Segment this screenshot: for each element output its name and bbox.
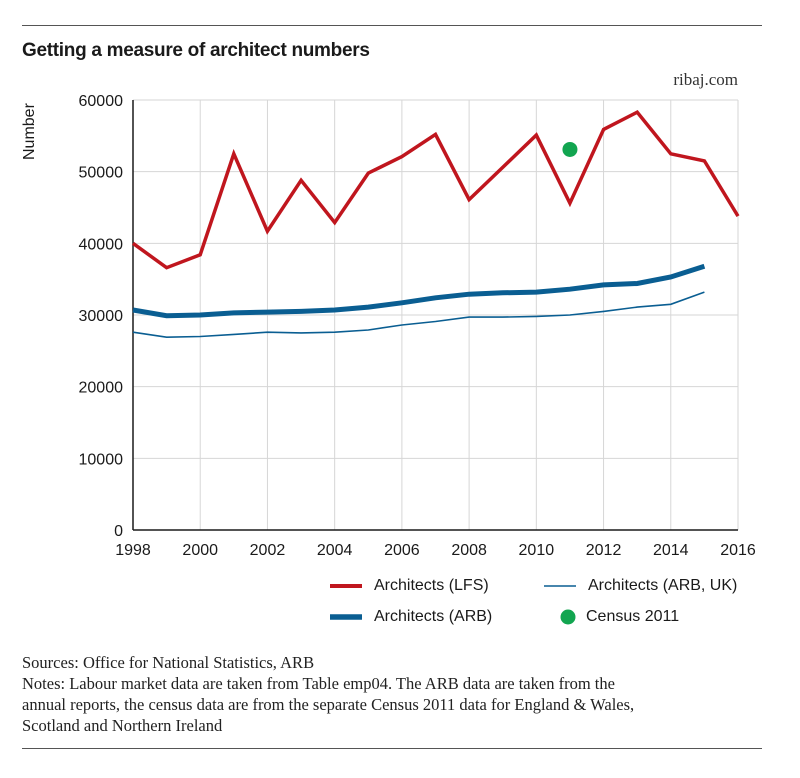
x-tick-label: 2004 (317, 542, 353, 559)
legend-label-arb: Architects (ARB) (374, 608, 493, 625)
y-tick-label: 50000 (79, 165, 124, 182)
notes-text-line3: Scotland and Northern Ireland (22, 716, 223, 735)
x-tick-label: 2000 (182, 542, 218, 559)
line-chart: 0 10000 20000 30000 40000 50000 60000 1998 2000… (79, 93, 756, 559)
x-tick-label: 2006 (384, 542, 420, 559)
top-rule (22, 25, 762, 26)
bottom-rule (22, 748, 762, 749)
x-tick-label: 1998 (115, 542, 151, 559)
y-tick-label: 10000 (79, 451, 124, 468)
series-line-architects-arb-uk (132, 291, 705, 339)
series-lines (131, 109, 740, 339)
y-tick-label: 0 (114, 523, 123, 540)
legend-item-census: Census 2011 (560, 608, 679, 626)
legend-swatch-lfs (330, 584, 362, 588)
notes-text-line2: annual reports, the census data are from… (22, 695, 635, 714)
sources-text: Sources: Office for National Statistics,… (22, 653, 315, 672)
x-tick-label: 2002 (250, 542, 286, 559)
x-tick-label: 2014 (653, 542, 689, 559)
legend-item-arb: Architects (ARB) (330, 608, 492, 626)
legend-swatch-arb-uk (544, 585, 576, 587)
series-line-architects-arb (132, 263, 706, 319)
legend-swatch-census (560, 609, 576, 625)
x-tick-label: 2016 (720, 542, 756, 559)
x-tick-label: 2012 (586, 542, 622, 559)
chart-title: Getting a measure of architect numbers (22, 40, 370, 61)
legend-item-arb-uk: Architects (ARB, UK) (544, 577, 737, 595)
y-tick-label: 40000 (79, 236, 124, 253)
data-point-census-2011 (562, 141, 578, 157)
notes-text-line1: Notes: Labour market data are taken from… (22, 674, 615, 693)
legend-label-arb-uk: Architects (ARB, UK) (588, 577, 738, 594)
legend-label-lfs: Architects (LFS) (374, 577, 489, 594)
x-tick-label: 2010 (519, 542, 555, 559)
site-credit: ribaj.com (673, 70, 738, 89)
legend-label-census: Census 2011 (586, 608, 680, 625)
x-tick-label: 2008 (451, 542, 487, 559)
y-tick-label: 60000 (79, 93, 124, 110)
y-tick-label: 30000 (79, 308, 124, 325)
y-tick-labels: 0 10000 20000 30000 40000 50000 60000 (79, 93, 124, 540)
y-tick-label: 20000 (79, 380, 124, 397)
notes: Sources: Office for National Statistics,… (22, 652, 762, 736)
series-line-architects-lfs (131, 109, 740, 270)
x-tick-labels: 1998 2000 2002 2004 2006 2008 2010 2012 2014 2016 (115, 542, 756, 559)
legend-item-lfs: Architects (LFS) (330, 577, 489, 595)
legend-swatch-arb (330, 614, 362, 620)
